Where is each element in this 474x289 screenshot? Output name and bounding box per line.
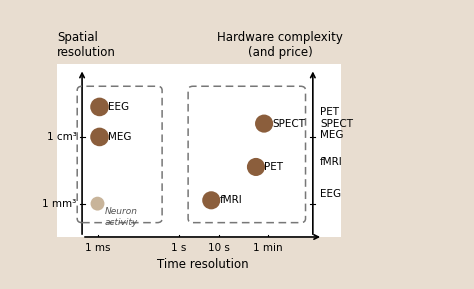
Text: Hardware complexity
(and price): Hardware complexity (and price) bbox=[218, 31, 343, 59]
Text: SPECT: SPECT bbox=[272, 118, 305, 129]
Text: 1 ms: 1 ms bbox=[85, 243, 110, 253]
Text: 10 s: 10 s bbox=[209, 243, 230, 253]
Point bbox=[208, 198, 215, 203]
Text: fMRI: fMRI bbox=[320, 157, 343, 167]
Text: PET: PET bbox=[320, 107, 339, 117]
Text: EEG: EEG bbox=[108, 102, 129, 112]
Text: MEG: MEG bbox=[108, 132, 131, 142]
Point bbox=[252, 165, 260, 169]
Point bbox=[260, 121, 268, 126]
Text: SPECT: SPECT bbox=[320, 118, 353, 129]
Text: fMRI: fMRI bbox=[219, 195, 242, 205]
Text: Neuron
activity: Neuron activity bbox=[105, 207, 138, 227]
Text: PET: PET bbox=[264, 162, 283, 172]
Text: Time resolution: Time resolution bbox=[157, 258, 249, 271]
Text: Spatial
resolution: Spatial resolution bbox=[57, 31, 116, 59]
Text: 1 mm³: 1 mm³ bbox=[42, 199, 76, 209]
Text: EEG: EEG bbox=[320, 189, 341, 199]
Text: 1 min: 1 min bbox=[253, 243, 283, 253]
Text: MEG: MEG bbox=[320, 130, 344, 140]
Point bbox=[96, 105, 103, 109]
Text: 1 s: 1 s bbox=[171, 243, 186, 253]
Text: 1 cm³: 1 cm³ bbox=[46, 132, 76, 142]
Point bbox=[96, 135, 103, 139]
Point bbox=[94, 201, 101, 206]
